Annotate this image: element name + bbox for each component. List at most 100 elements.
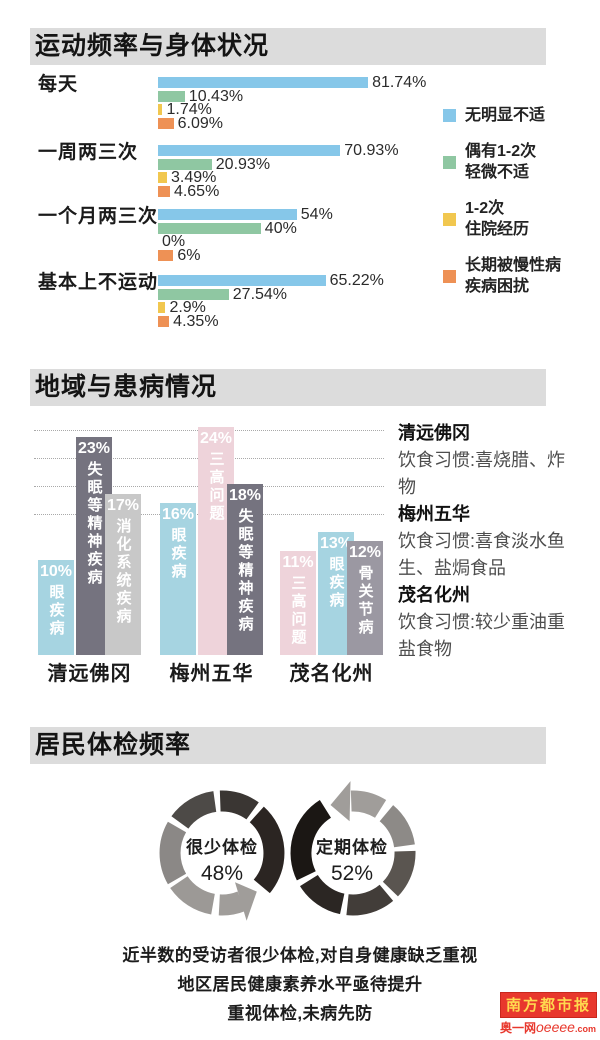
exercise-bar-value: 2.9% [169, 299, 206, 317]
site-suffix: .com [574, 1024, 596, 1034]
exercise-bar-value: 3.49% [170, 169, 217, 187]
exercise-bar-line: 65.22% [158, 272, 443, 290]
website-logo: 奥一网oeeee.com [500, 1019, 597, 1036]
exercise-bar-line: 2.9% [158, 299, 443, 317]
exercise-bar-value: 4.65% [173, 182, 220, 200]
donut-regular-name: 定期体检 [316, 838, 388, 857]
diet-note-region: 清远佛冈 [398, 423, 470, 443]
region-chart-plot: 10% 眼疾病 23% 失眠等精神疾病 17% 消化系统疾病 清远佛冈 16% 眼疾病 24% 三高… [30, 412, 395, 690]
exercise-bar-hospitalized-1-2-times [158, 302, 166, 314]
caption-line-1: 近半数的受访者很少体检,对自身健康缺乏重视 [122, 946, 478, 965]
exercise-bar-value: 6.09% [177, 114, 224, 132]
exercise-bar-group: 81.74% 10.43% 1.74% 6.09% [158, 74, 443, 132]
exercise-bar-line: 20.93% [158, 155, 443, 173]
diet-note-region: 茂名化州 [398, 585, 470, 605]
exercise-category-label: 基本上不运动 [38, 272, 159, 293]
exercise-bar-line: 4.35% [158, 312, 443, 330]
exercise-bar-no-discomfort [158, 209, 297, 221]
region-group-3: 11% 三高问题 13% 眼疾病 12% 骨关节病茂名化州 [280, 531, 383, 688]
region-bar-label: 骨关节病 [356, 565, 374, 637]
checkup-donuts: 很少体检 48% 定期体检 52% [150, 777, 440, 939]
legend-label-line: 无明显不适 [465, 107, 546, 124]
section-title-region-text: 地域与患病情况 [35, 373, 218, 401]
exercise-row: 一周两三次 70.93% 20.93% 3.49% 4.65% [38, 142, 443, 200]
region-axis-label: 清远佛冈 [47, 663, 132, 685]
region-bar: 12% 骨关节病 [347, 541, 383, 655]
region-bar-value: 10% [39, 563, 73, 580]
section-title-checkup-text: 居民体检频率 [35, 731, 192, 759]
exercise-bar-value: 20.93% [215, 155, 271, 173]
legend-item-occasional-mild-discomfort: 偶有1-2次 轻微不适 [443, 141, 598, 183]
diet-note-region: 梅州五华 [398, 504, 470, 524]
region-bar: 11% 三高问题 [280, 550, 316, 655]
region-bar-value: 16% [161, 506, 195, 523]
exercise-bar-no-discomfort [158, 77, 369, 89]
exercise-bar-value: 0% [162, 233, 186, 251]
donut-label-regular-checkup: 定期体检 52% [290, 837, 414, 888]
diet-note: 梅州五华饮食习惯:喜食淡水鱼生、盐焗食品 [398, 501, 576, 582]
newspaper-logo: 南方都市报 [499, 992, 597, 1018]
right-ring-arrowhead-icon [330, 781, 351, 822]
region-bar-value: 24% [199, 430, 233, 447]
donut-regular-value: 52% [330, 862, 374, 885]
diet-note: 茂名化州饮食习惯:较少重油重盐食物 [398, 582, 576, 663]
legend-label-line: 长期被慢性病 [465, 257, 562, 274]
region-bar: 10% 眼疾病 [38, 560, 74, 655]
checkup-donut-rings [159, 781, 416, 921]
brand-logo: 南方都市报 奥一网oeeee.com [499, 992, 597, 1036]
region-bars: 16% 眼疾病 24% 三高问题 18% 失眠等精神疾病 [160, 427, 263, 655]
exercise-bar-line: 54% [158, 207, 443, 223]
region-bar-label: 失眠等精神疾病 [236, 508, 254, 634]
exercise-bar-value: 70.93% [344, 142, 399, 160]
legend-label: 无明显不适 [465, 105, 545, 126]
exercise-bar-line: 70.93% [158, 142, 443, 160]
region-bar-label: 消化系统疾病 [114, 517, 132, 626]
region-bar-value: 23% [77, 439, 111, 457]
exercise-bar-chronic-disease [158, 117, 174, 129]
exercise-bar-value: 4.35% [173, 312, 219, 330]
region-bar-label: 三高问题 [289, 574, 307, 647]
region-bar: 18% 失眠等精神疾病 [227, 484, 263, 655]
diet-note-text: 饮食习惯:喜食淡水鱼生、盐焗食品 [398, 531, 566, 578]
region-bar-label: 眼疾病 [327, 555, 345, 610]
exercise-bar-group: 65.22% 27.54% 2.9% 4.35% [158, 272, 443, 330]
exercise-chart: 每天 81.74% 10.43% 1.74% 6.09% 一周两三次 70.93% 20.93… [38, 73, 443, 358]
exercise-bar-line: 40% [158, 219, 443, 237]
exercise-bar-value: 40% [264, 219, 297, 237]
legend-label: 长期被慢性病 疾病困扰 [465, 255, 561, 297]
exercise-category-label: 每天 [38, 74, 79, 95]
region-bar-value: 13% [319, 534, 353, 552]
legend-swatch-icon [443, 212, 456, 226]
diet-note-text: 饮食习惯:较少重油重盐食物 [398, 612, 566, 659]
exercise-bar-line: 3.49% [158, 169, 443, 187]
exercise-bar-chronic-disease [158, 249, 174, 261]
diet-note-text: 饮食习惯:喜烧腊、炸物 [398, 450, 566, 497]
exercise-bar-value: 81.74% [372, 74, 427, 92]
donut-label-rare-checkup: 很少体检 48% [160, 837, 284, 888]
region-bar-label: 眼疾病 [47, 584, 65, 638]
exercise-bar-hospitalized-1-2-times [158, 172, 167, 184]
exercise-bar-line: 6% [158, 247, 443, 263]
section-title-exercise: 运动频率与身体状况 [30, 28, 546, 65]
exercise-bar-line: 4.65% [158, 182, 443, 200]
exercise-bar-value: 65.22% [329, 272, 384, 290]
legend-swatch-icon [443, 269, 456, 283]
legend-item-no-discomfort: 无明显不适 [443, 105, 598, 126]
exercise-legend: 无明显不适 偶有1-2次 轻微不适 1-2次 住院经历 长期被慢性病 疾病困扰 [443, 105, 598, 312]
region-axis-label: 茂名化州 [289, 663, 374, 685]
region-bar-value: 17% [106, 496, 140, 514]
exercise-bar-chronic-disease [158, 185, 170, 197]
newspaper-name: 南方都市报 [505, 997, 591, 1014]
exercise-bar-value: 1.74% [166, 101, 212, 119]
region-notes: 清远佛冈 饮食习惯:喜烧腊、炸物 梅州五华 饮食习惯:喜食淡水鱼生、盐焗食品 茂名化州饮… [398, 420, 576, 663]
legend-label-line: 1-2次 [465, 200, 505, 217]
region-bars: 10% 眼疾病 23% 失眠等精神疾病 17% 消化系统疾病 [38, 436, 141, 655]
caption-line-3: 重视体检,未病先防 [227, 1004, 373, 1023]
exercise-bar-group: 70.93% 20.93% 3.49% 4.65% [158, 142, 443, 200]
exercise-bar-line: 6.09% [158, 114, 443, 132]
site-prefix: 奥一网 [499, 1021, 536, 1035]
left-ring-arrowhead-icon [235, 882, 257, 921]
region-bar-label: 失眠等精神疾病 [85, 460, 103, 587]
diet-note: 清远佛冈饮食习惯:喜烧腊、炸物 [398, 420, 576, 501]
